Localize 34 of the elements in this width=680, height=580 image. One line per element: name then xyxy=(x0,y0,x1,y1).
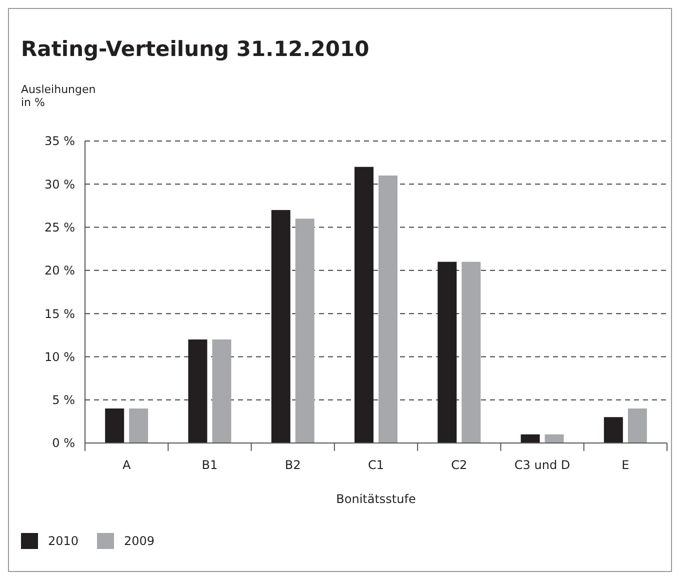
legend-label: 2009 xyxy=(124,534,155,548)
y-tick-label: 25 % xyxy=(44,220,75,234)
bar xyxy=(378,176,398,443)
y-tick-label: 10 % xyxy=(44,350,75,364)
y-tick-label: 35 % xyxy=(44,134,75,148)
legend-label: 2010 xyxy=(48,534,79,548)
bar xyxy=(271,210,290,443)
y-axis-title: Ausleihungen in % xyxy=(21,83,96,109)
bar xyxy=(295,218,314,443)
bar xyxy=(520,434,540,443)
bar xyxy=(462,262,481,443)
x-axis-title: Bonitätsstufe xyxy=(336,492,416,506)
y-tick-label: 15 % xyxy=(44,306,75,321)
bar xyxy=(188,339,208,443)
bar xyxy=(438,262,457,443)
chart-title: Rating-Verteilung 31.12.2010 xyxy=(21,37,370,61)
y-tick-label: 5 % xyxy=(52,393,75,408)
y-tick-label: 0 % xyxy=(52,436,75,450)
bar xyxy=(212,339,232,443)
bar xyxy=(604,417,623,443)
x-tick-label: C1 xyxy=(368,458,384,472)
bar xyxy=(105,408,124,443)
bar xyxy=(544,434,564,443)
x-tick-label: E xyxy=(622,458,630,472)
bar xyxy=(628,408,647,443)
bar xyxy=(354,166,374,443)
x-tick-label: B2 xyxy=(284,458,301,472)
x-tick-label: A xyxy=(122,458,132,472)
x-tick-label: B1 xyxy=(202,458,218,472)
y-tick-label: 20 % xyxy=(44,264,75,278)
y-tick-label: 30 % xyxy=(44,177,75,192)
x-tick-label: C2 xyxy=(451,458,468,472)
x-tick-label: C3 und D xyxy=(514,458,570,472)
bar xyxy=(129,408,148,443)
